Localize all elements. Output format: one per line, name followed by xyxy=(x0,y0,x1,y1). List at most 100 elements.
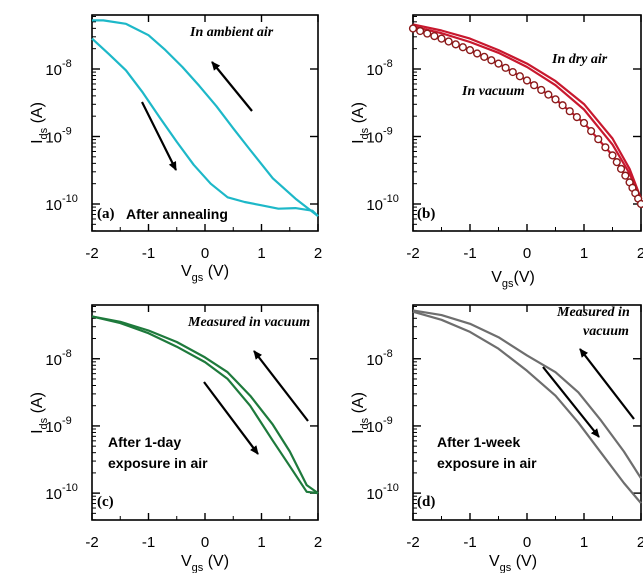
data-point xyxy=(616,164,626,174)
data-point xyxy=(437,34,446,43)
x-tick-label: -1 xyxy=(142,534,155,551)
sweep-arrow-down-right xyxy=(542,366,600,438)
x-tick-label: -1 xyxy=(463,245,476,262)
data-point xyxy=(416,26,425,36)
series-line-2 xyxy=(412,23,643,199)
y-tick-exponent: -10 xyxy=(383,482,399,494)
data-point xyxy=(515,72,524,81)
data-point xyxy=(594,135,603,144)
y-tick-label: 10 xyxy=(366,197,383,214)
annotation-text: exposure in air xyxy=(108,455,208,471)
data-point xyxy=(608,151,617,160)
x-tick-label: -2 xyxy=(406,534,419,551)
y-tick-label: 10 xyxy=(366,130,383,147)
x-tick-label: 1 xyxy=(257,245,265,262)
x-tick-label: 2 xyxy=(637,534,643,551)
series-line-2 xyxy=(412,310,642,504)
x-tick-label: -2 xyxy=(406,245,419,262)
y-tick-label: 10 xyxy=(45,486,62,503)
x-tick-label: -2 xyxy=(85,245,98,262)
annotation-text: exposure in air xyxy=(437,455,537,471)
data-point xyxy=(408,24,418,33)
y-tick-label: 10 xyxy=(45,197,62,214)
x-tick-label: 0 xyxy=(201,534,209,551)
data-point xyxy=(465,45,475,55)
sweep-arrow-down-right xyxy=(203,381,259,455)
y-tick-exponent: -8 xyxy=(62,58,72,70)
data-point xyxy=(508,67,517,77)
annotation-text: After 1-day xyxy=(108,434,181,450)
series-line-1 xyxy=(412,309,642,479)
data-point xyxy=(636,199,643,209)
data-point xyxy=(451,40,460,49)
annotation-text: In vacuum xyxy=(461,84,525,99)
annotation-text: In ambient air xyxy=(189,25,274,40)
sweep-arrow-down-right xyxy=(141,101,177,171)
x-axis-label: Vgs (V) xyxy=(181,553,229,573)
data-point xyxy=(494,59,503,68)
data-point xyxy=(522,76,532,85)
x-tick-label: -1 xyxy=(142,245,155,262)
data-point xyxy=(572,112,581,122)
data-point xyxy=(544,90,553,99)
x-axis-label: Vgs(V) xyxy=(491,269,535,290)
y-tick-exponent: -8 xyxy=(383,348,393,360)
y-tick-label: 10 xyxy=(366,352,383,369)
data-point xyxy=(530,81,539,90)
sweep-arrow-up-left xyxy=(579,348,635,420)
y-tick-exponent: -10 xyxy=(62,482,78,494)
x-tick-label: -1 xyxy=(463,534,476,551)
data-point xyxy=(458,43,467,52)
y-tick-label: 10 xyxy=(45,419,62,436)
y-tick-exponent: -8 xyxy=(62,348,72,360)
data-point xyxy=(621,171,630,180)
annotation-text: After annealing xyxy=(126,206,228,222)
annotation-text: In dry air xyxy=(551,52,608,67)
panel-tag: (d) xyxy=(417,494,435,510)
x-axis-label: Vgs (V) xyxy=(489,553,537,573)
data-point xyxy=(423,29,432,38)
y-tick-label: 10 xyxy=(45,352,62,369)
y-tick-label: 10 xyxy=(366,62,383,79)
y-tick-exponent: -9 xyxy=(62,126,72,138)
annotation-text: vacuum xyxy=(583,324,629,339)
data-point xyxy=(537,85,546,95)
y-tick-label: 10 xyxy=(45,130,62,147)
y-tick-label: 10 xyxy=(366,486,383,503)
series-line-2 xyxy=(91,315,319,495)
y-tick-exponent: -10 xyxy=(383,193,399,205)
y-tick-exponent: -9 xyxy=(383,126,393,138)
x-tick-label: 2 xyxy=(314,245,322,262)
panel-tag: (c) xyxy=(97,494,114,510)
annotation-text: Measured in vacuum xyxy=(187,315,310,330)
y-axis-label: Ids (A) xyxy=(29,102,50,144)
panel-tag: (a) xyxy=(97,206,115,222)
x-tick-label: 0 xyxy=(523,534,531,551)
x-tick-label: 0 xyxy=(523,245,531,262)
annotation-text: Measured in xyxy=(556,305,630,320)
data-point xyxy=(579,118,589,128)
y-tick-exponent: -8 xyxy=(383,58,393,70)
data-point xyxy=(480,52,489,61)
x-tick-label: 1 xyxy=(257,534,265,551)
series-line-1 xyxy=(92,19,319,217)
plot-frame xyxy=(91,304,319,521)
data-point xyxy=(444,37,453,46)
annotation-text: After 1-week xyxy=(437,434,520,450)
data-point xyxy=(612,158,621,167)
sweep-arrow-up-left xyxy=(253,350,309,422)
series-line-1 xyxy=(412,25,643,202)
data-point xyxy=(501,63,510,72)
x-axis-label: Vgs (V) xyxy=(181,263,229,284)
y-axis-label: Ids (A) xyxy=(350,392,371,434)
y-tick-exponent: -9 xyxy=(383,415,393,427)
y-axis-label: Ids (A) xyxy=(350,102,371,144)
series-line-2 xyxy=(91,37,319,217)
data-point xyxy=(551,95,560,104)
x-tick-label: 1 xyxy=(580,245,588,262)
